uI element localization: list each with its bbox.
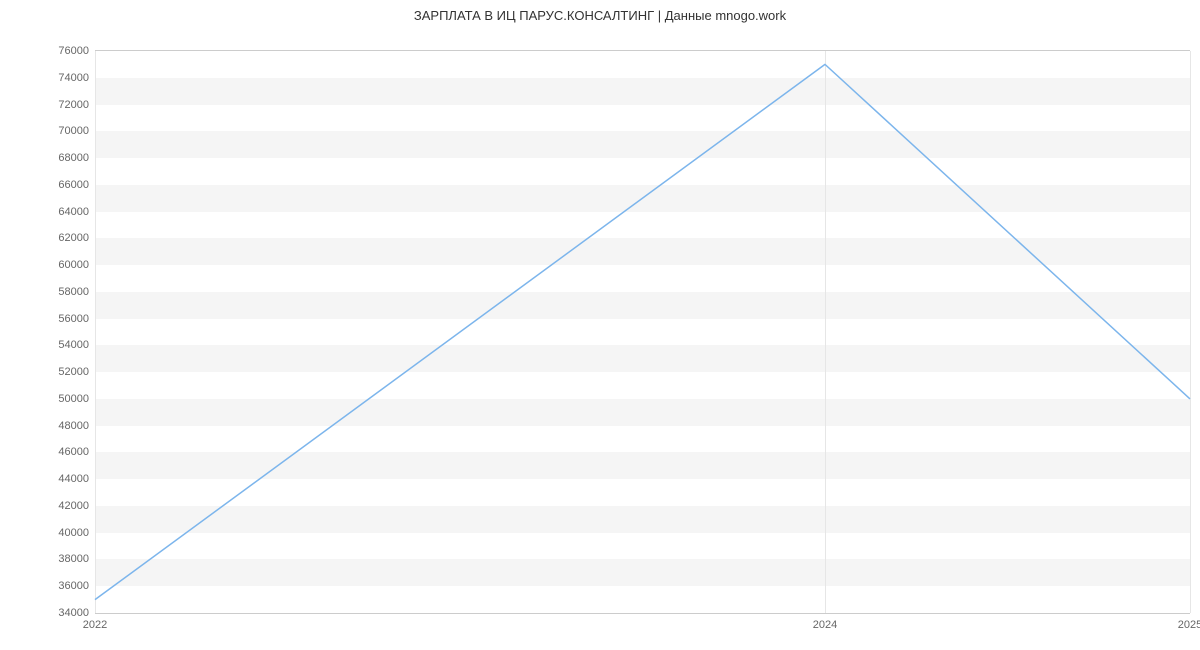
- y-tick-label: 54000: [58, 339, 89, 351]
- y-tick-label: 56000: [58, 313, 89, 325]
- y-tick-label: 36000: [58, 580, 89, 592]
- y-tick-label: 74000: [58, 72, 89, 84]
- x-gridline: [1190, 51, 1191, 613]
- y-tick-label: 72000: [58, 99, 89, 111]
- plot-area: 3400036000380004000042000440004600048000…: [95, 50, 1190, 614]
- y-tick-label: 52000: [58, 366, 89, 378]
- y-tick-label: 50000: [58, 393, 89, 405]
- y-tick-label: 42000: [58, 500, 89, 512]
- y-tick-label: 64000: [58, 206, 89, 218]
- salary-chart: ЗАРПЛАТА В ИЦ ПАРУС.КОНСАЛТИНГ | Данные …: [0, 0, 1200, 650]
- y-tick-label: 66000: [58, 179, 89, 191]
- y-tick-label: 60000: [58, 259, 89, 271]
- y-tick-label: 58000: [58, 286, 89, 298]
- y-tick-label: 46000: [58, 446, 89, 458]
- y-tick-label: 68000: [58, 152, 89, 164]
- y-tick-label: 40000: [58, 527, 89, 539]
- y-tick-label: 70000: [58, 125, 89, 137]
- x-tick-label: 2025: [1178, 619, 1200, 631]
- y-tick-label: 62000: [58, 232, 89, 244]
- x-tick-label: 2024: [813, 619, 837, 631]
- series-line: [95, 51, 1190, 613]
- y-tick-label: 48000: [58, 420, 89, 432]
- y-tick-label: 34000: [58, 607, 89, 619]
- x-tick-label: 2022: [83, 619, 107, 631]
- y-tick-label: 76000: [58, 45, 89, 57]
- chart-title: ЗАРПЛАТА В ИЦ ПАРУС.КОНСАЛТИНГ | Данные …: [0, 8, 1200, 23]
- y-tick-label: 44000: [58, 473, 89, 485]
- y-tick-label: 38000: [58, 553, 89, 565]
